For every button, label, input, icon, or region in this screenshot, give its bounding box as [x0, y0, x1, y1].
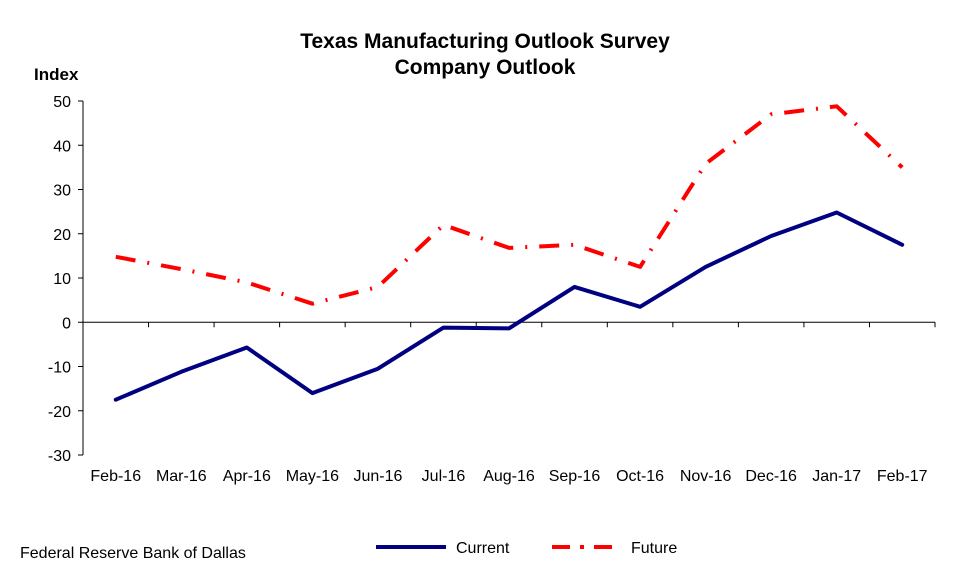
- x-tick-label: Jul-16: [422, 468, 466, 485]
- x-tick-label: Sep-16: [549, 468, 601, 485]
- x-tick-label: Dec-16: [745, 468, 797, 485]
- x-tick-label: Jun-16: [353, 468, 402, 485]
- x-tick-label: Aug-16: [483, 468, 535, 485]
- x-tick-label: Apr-16: [223, 468, 271, 485]
- x-tick-label: Feb-16: [90, 468, 141, 485]
- y-axis-title: Index: [34, 65, 79, 84]
- y-tick-label: -20: [48, 404, 71, 421]
- x-tick-label: Oct-16: [616, 468, 664, 485]
- legend-future-label: Future: [631, 540, 677, 557]
- y-tick-label: 10: [53, 271, 71, 288]
- y-tick-label: 0: [62, 315, 71, 332]
- chart-subtitle: Company Outlook: [395, 56, 576, 79]
- x-tick-label: Mar-16: [156, 468, 207, 485]
- y-tick-label: -10: [48, 360, 71, 377]
- x-tick-label: Nov-16: [680, 468, 732, 485]
- y-tick-label: -30: [48, 448, 71, 465]
- legend-current-label: Current: [456, 540, 510, 557]
- source-note: Federal Reserve Bank of Dallas: [20, 545, 246, 562]
- y-tick-label: 50: [53, 94, 71, 111]
- x-tick-label: May-16: [286, 468, 339, 485]
- y-tick-label: 30: [53, 183, 71, 200]
- series-line-future: [115, 104, 904, 306]
- y-tick-label: 40: [53, 138, 71, 155]
- series-line-current: [113, 210, 905, 402]
- series-lines: [113, 104, 905, 402]
- chart-title: Texas Manufacturing Outlook Survey: [300, 30, 670, 53]
- x-tick-label: Jan-17: [812, 468, 861, 485]
- axes: -30 -20 -10 0 10 20 30 40 50 Feb-16 Mar-16 Apr-16 Ma…: [48, 94, 936, 485]
- y-tick-label: 20: [53, 227, 71, 244]
- legend: Current Future: [376, 540, 677, 557]
- x-tick-label: Feb-17: [877, 468, 928, 485]
